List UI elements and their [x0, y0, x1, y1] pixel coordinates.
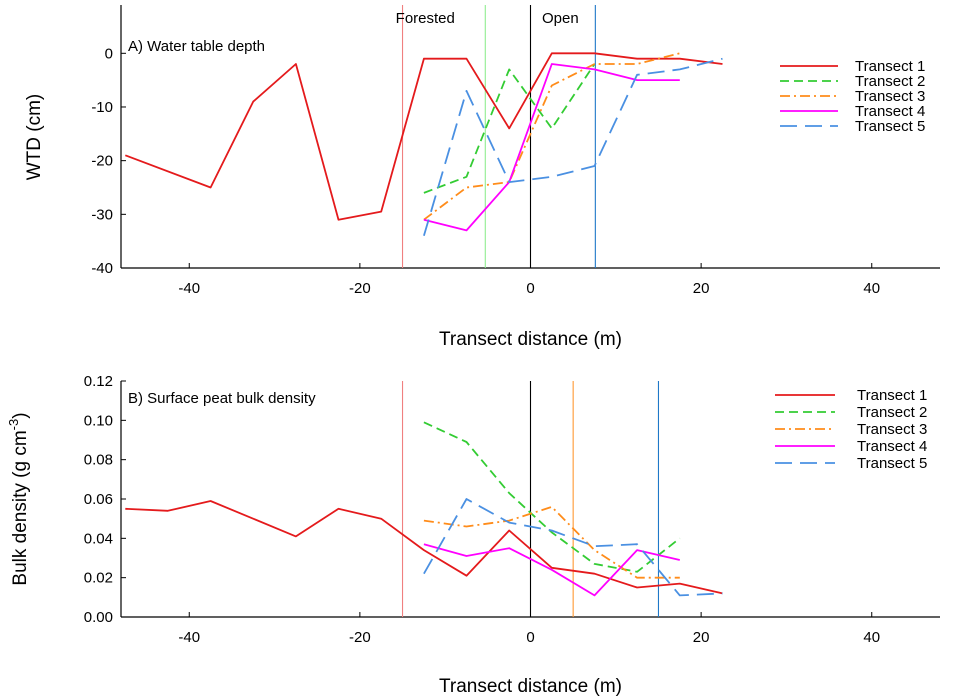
panel-a-y-tick-label: -10	[91, 99, 113, 116]
panel-b-x-tick-label: 20	[693, 629, 710, 646]
panel-a-legend-label-5: Transect 5	[855, 118, 925, 135]
panel-b-y-tick-label: 0.04	[84, 530, 113, 547]
panel-b-y-tick-label: 0.06	[84, 491, 113, 508]
panel-a-series-2-line	[423, 63, 596, 194]
panel-a-y-tick-label: -20	[91, 153, 113, 170]
panel-a-y-tick-label: -40	[91, 260, 113, 277]
panel-b-series-4-line	[423, 543, 681, 597]
panel-b-legend-label-1: Transect 1	[857, 387, 927, 404]
panel-a-x-tick-label: -40	[178, 280, 200, 297]
panel-b-legend-label-3: Transect 3	[857, 421, 927, 438]
zone-label-open: Open	[542, 10, 579, 27]
panel-b-series-1-line	[125, 500, 723, 595]
panel-b-x-tick-label: 40	[863, 629, 880, 646]
panel-a-y-axis-label: WTD (cm)	[24, 94, 45, 181]
panel-b-legend-label-4: Transect 4	[857, 438, 927, 455]
panel-a-y-tick-label: 0	[105, 45, 113, 62]
panel-b-y-axis-label: Bulk density (g cm-3)	[6, 412, 31, 585]
panel-a-x-tick-label: -20	[349, 280, 371, 297]
panel-b-title: B) Surface peat bulk density	[128, 390, 316, 407]
panel-b-y-axis-label-main: Bulk density (g cm	[10, 430, 31, 585]
panel-a-series-5-line	[423, 57, 723, 237]
panel-a-y-tick-label: -30	[91, 206, 113, 223]
panel-a-x-tick-label: 20	[693, 280, 710, 297]
panel-b-y-tick-label: 0.02	[84, 570, 113, 587]
zone-label-forested: Forested	[396, 10, 455, 27]
panel-b-x-axis-label: Transect distance (m)	[439, 676, 622, 697]
panel-a-title: A) Water table depth	[128, 38, 265, 55]
panel-b-series-3-line	[423, 505, 680, 579]
panel-b-x-tick-label: -20	[349, 629, 371, 646]
panel-a-x-axis-label: Transect distance (m)	[439, 329, 622, 350]
panel-b-y-tick-label: 0.10	[84, 412, 113, 429]
panel-b-series-2-line	[423, 421, 681, 573]
panel-a-series-1-line	[124, 52, 723, 221]
panel-b-y-tick-label: 0.12	[84, 373, 113, 390]
panel-a-legend-label-3: Transect 3	[855, 88, 925, 105]
panel-b-y-axis-label-end: )	[10, 412, 31, 418]
panel-a-series-3-line	[423, 52, 681, 221]
panel-b-y-tick-label: 0.00	[84, 609, 113, 626]
panel-a-legend-label-2: Transect 2	[855, 73, 925, 90]
panel-b-legend-label-5: Transect 5	[857, 455, 927, 472]
panel-b-y-axis-label-sup: -3	[6, 419, 21, 431]
panel-a-legend-label-1: Transect 1	[855, 58, 925, 75]
panel-b-y-tick-label: 0.08	[84, 452, 113, 469]
panel-a-legend-label-4: Transect 4	[855, 103, 925, 120]
panel-b-series-5-line	[423, 498, 723, 597]
panel-b-x-tick-label: -40	[178, 629, 200, 646]
panel-b-legend-label-2: Transect 2	[857, 404, 927, 421]
panel-a-x-tick-label: 0	[526, 280, 534, 297]
panel-b-x-tick-label: 0	[526, 629, 534, 646]
panel-a-series-4-line	[423, 63, 680, 232]
panel-a-y-axis-label-main: WTD (cm)	[24, 94, 45, 181]
panel-a-x-tick-label: 40	[863, 280, 880, 297]
